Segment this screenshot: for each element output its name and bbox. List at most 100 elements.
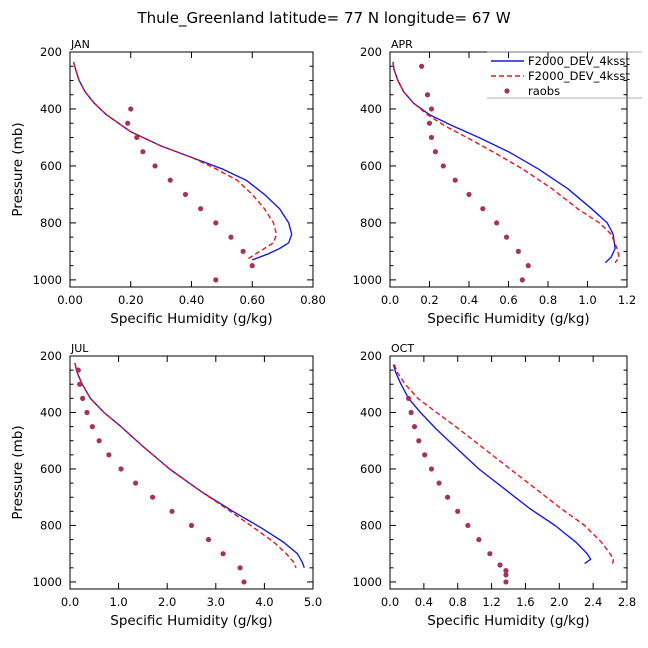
raobs-point: [416, 438, 422, 444]
raobs-point: [152, 163, 158, 169]
raobs-point: [89, 424, 95, 430]
raobs-point: [228, 234, 234, 240]
raobs-point: [241, 579, 247, 585]
raobs-point: [519, 277, 525, 283]
x-tick-label: 2.4: [584, 595, 602, 609]
raobs-point: [503, 579, 509, 585]
y-tick-label: 400: [360, 102, 382, 116]
x-axis-label: Specific Humidity (g/kg): [427, 613, 589, 629]
x-tick-label: 0.8: [449, 595, 467, 609]
x-tick-label: 2.0: [550, 595, 568, 609]
legend-label: F2000_DEV_4ksst: [528, 69, 630, 83]
raobs-point: [77, 381, 83, 387]
y-tick-label: 800: [40, 518, 62, 532]
raobs-point: [466, 191, 472, 198]
panel-apr: APR 0.0 0.2 0.4 0.6 0.8 1.0 1.2 200 400 600 800 1000…: [353, 38, 636, 327]
x-tick-label: 0.0: [61, 595, 79, 609]
raobs-point: [128, 106, 134, 112]
raobs-point: [106, 452, 112, 458]
raobs-point: [213, 220, 219, 226]
plot-frame: [389, 355, 628, 590]
legend-label: raobs: [528, 84, 560, 98]
y-tick-label: 600: [40, 462, 62, 476]
y-axis-label: Pressure (mb): [10, 122, 26, 216]
x-tick-label: 0.40: [179, 293, 205, 307]
raobs-point: [237, 565, 243, 571]
panel-jul: JUL 0.0 1.0 2.0 3.0 4.0 5.0 200 400 600 800 1000 Spe…: [10, 342, 322, 629]
y-axis-label: Pressure (mb): [10, 425, 26, 519]
raobs-point: [503, 572, 509, 578]
raobs-point: [428, 134, 435, 141]
raobs-point: [198, 206, 204, 212]
y-tick-label: 600: [40, 159, 62, 173]
x-tick-label: 5.0: [304, 595, 322, 609]
panel-jan: JAN 0.00 0.20 0.40 0.60 0.80 200 400 600 800 1000 S…: [10, 38, 326, 327]
raobs-point: [140, 149, 146, 155]
y-tick-label: 400: [40, 102, 62, 116]
raobs-point: [213, 277, 219, 283]
x-tick-label: 2.0: [158, 595, 176, 609]
y-tick-label: 200: [360, 349, 382, 363]
raobs-point: [452, 177, 458, 183]
raobs-point: [80, 395, 86, 401]
x-tick-label: 0.20: [118, 293, 144, 307]
series-line-dashed: [74, 362, 297, 569]
y-tick-label: 800: [40, 216, 62, 230]
x-tick-label: 0.80: [300, 293, 326, 307]
raobs-point: [422, 452, 428, 458]
x-axis-label: Specific Humidity (g/kg): [427, 311, 589, 327]
raobs-point: [134, 134, 140, 141]
y-tick-label: 1000: [33, 273, 62, 287]
x-tick-label: 0.0: [381, 293, 399, 307]
y-tick-label: 1000: [33, 575, 62, 589]
y-tick-label: 600: [360, 159, 382, 173]
raobs-point: [240, 248, 246, 254]
series-line-dashed: [72, 61, 278, 261]
raobs-point: [75, 367, 81, 373]
y-tick-label: 1000: [353, 273, 382, 287]
raobs-point: [428, 466, 435, 472]
panel-label: JAN: [70, 38, 90, 51]
panel-label: OCT: [391, 342, 414, 355]
raobs-point: [440, 163, 446, 169]
x-tick-label: 1.2: [482, 595, 500, 609]
x-axis-label: Specific Humidity (g/kg): [110, 613, 272, 629]
x-tick-label: 1.2: [618, 293, 636, 307]
series-line-solid: [74, 362, 305, 569]
raobs-point: [476, 536, 482, 543]
x-tick-label: 2.8: [618, 595, 636, 609]
raobs-point: [525, 263, 531, 269]
series-line-dashed: [392, 61, 620, 264]
raobs-point: [419, 63, 425, 69]
raobs-point: [188, 522, 195, 529]
series-line-solid: [392, 61, 616, 264]
x-tick-label: 3.0: [207, 595, 225, 609]
y-tick-label: 200: [40, 349, 62, 363]
panel-label: JUL: [70, 342, 89, 355]
raobs-point: [503, 234, 510, 240]
legend-label: F2000_DEV_4ksst: [528, 54, 630, 68]
raobs-point: [444, 494, 451, 500]
raobs-point: [503, 568, 509, 574]
raobs-point: [169, 508, 175, 514]
raobs-point: [455, 508, 461, 514]
raobs-point: [133, 480, 139, 486]
panels: JAN 0.00 0.20 0.40 0.60 0.80 200 400 600 800 1000 S…: [10, 38, 636, 629]
series-line-solid: [72, 61, 293, 261]
raobs-point: [249, 263, 255, 269]
x-tick-label: 0.2: [420, 293, 438, 307]
raobs-point: [411, 424, 418, 430]
raobs-point: [480, 206, 486, 212]
raobs-point: [406, 395, 412, 401]
x-tick-label: 1.0: [578, 293, 596, 307]
raobs-point: [428, 106, 435, 112]
x-tick-label: 0.8: [539, 293, 557, 307]
raobs-point: [515, 248, 521, 254]
y-tick-label: 1000: [353, 575, 382, 589]
raobs-point: [167, 177, 173, 183]
x-tick-label: 0.4: [460, 293, 478, 307]
plot-frame: [389, 51, 628, 288]
raobs-point: [205, 536, 212, 543]
